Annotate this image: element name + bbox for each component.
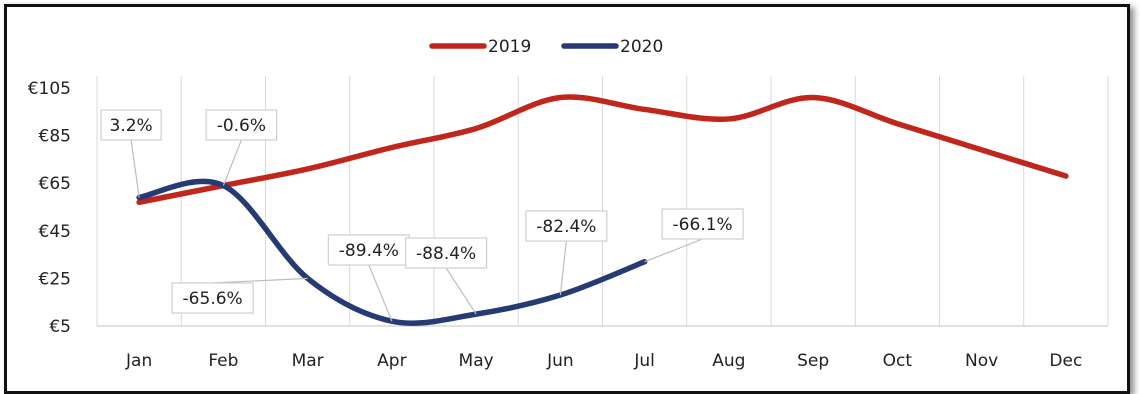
leader-line bbox=[130, 139, 140, 198]
x-tick-label: Jul bbox=[633, 351, 655, 371]
annotations: 3.2% -0.6% -65.6% -89.4% -88.4% -82.4% -66.1% bbox=[100, 109, 744, 322]
data-label: -82.4% bbox=[525, 210, 608, 296]
data-label: -88.4% bbox=[405, 237, 488, 315]
y-tick-label: €85 bbox=[39, 127, 71, 147]
data-label-text: -89.4% bbox=[339, 241, 399, 261]
legend-item-2020: 2020 bbox=[561, 37, 663, 57]
x-tick-label: Oct bbox=[883, 351, 913, 371]
x-tick-label: Jan bbox=[125, 351, 152, 371]
data-label-text: 3.2% bbox=[110, 116, 153, 136]
label-box bbox=[405, 237, 488, 269]
x-tick-label: Sep bbox=[797, 351, 829, 371]
label-box bbox=[171, 282, 254, 314]
legend-item-2019: 2019 bbox=[429, 37, 531, 57]
y-tick-label: €25 bbox=[39, 269, 71, 289]
data-label: -65.6% bbox=[171, 277, 308, 314]
label-box bbox=[525, 210, 608, 242]
y-tick-label: €105 bbox=[28, 79, 71, 99]
leader-line bbox=[212, 277, 308, 284]
label-box bbox=[205, 109, 278, 141]
legend-label: 2020 bbox=[620, 37, 663, 57]
data-label-text: -82.4% bbox=[536, 217, 596, 237]
label-box bbox=[661, 208, 744, 240]
leader-line bbox=[222, 139, 242, 186]
y-tick-label: €45 bbox=[39, 222, 71, 242]
grid-lines bbox=[96, 76, 1109, 327]
series-line-2019 bbox=[136, 94, 1069, 205]
y-tick-label: €65 bbox=[39, 174, 71, 194]
y-tick-label: €5 bbox=[49, 317, 71, 337]
x-tick-label: Jun bbox=[546, 351, 574, 371]
leader-line bbox=[445, 267, 477, 315]
x-tick-label: Mar bbox=[292, 351, 324, 371]
x-tick-label: Dec bbox=[1049, 351, 1082, 371]
x-tick-label: Aug bbox=[712, 351, 745, 371]
legend: 2019 2020 bbox=[429, 37, 663, 57]
leader-line bbox=[559, 240, 567, 296]
data-label: -66.1% bbox=[644, 208, 744, 263]
x-tick-label: May bbox=[459, 351, 494, 371]
data-label-text: -88.4% bbox=[416, 244, 476, 264]
data-label: 3.2% bbox=[100, 109, 162, 198]
chart-border bbox=[4, 4, 1130, 394]
legend-label: 2019 bbox=[488, 37, 531, 57]
leader-line bbox=[368, 264, 393, 322]
y-axis: €105 €85 €65 €45 €25 €5 bbox=[28, 79, 71, 337]
x-tick-label: Nov bbox=[965, 351, 998, 371]
data-label: -89.4% bbox=[327, 234, 410, 322]
data-label-text: -0.6% bbox=[217, 116, 266, 136]
x-tick-label: Apr bbox=[377, 351, 406, 371]
x-tick-label: Feb bbox=[208, 351, 238, 371]
label-box bbox=[100, 109, 162, 141]
x-axis: Jan Feb Mar Apr May Jun Jul Aug Sep Oct Nov Dec bbox=[125, 351, 1082, 371]
data-label-text: -65.6% bbox=[183, 289, 243, 309]
leader-line bbox=[644, 238, 703, 263]
data-label-text: -66.1% bbox=[673, 215, 733, 235]
data-label: -0.6% bbox=[205, 109, 278, 186]
